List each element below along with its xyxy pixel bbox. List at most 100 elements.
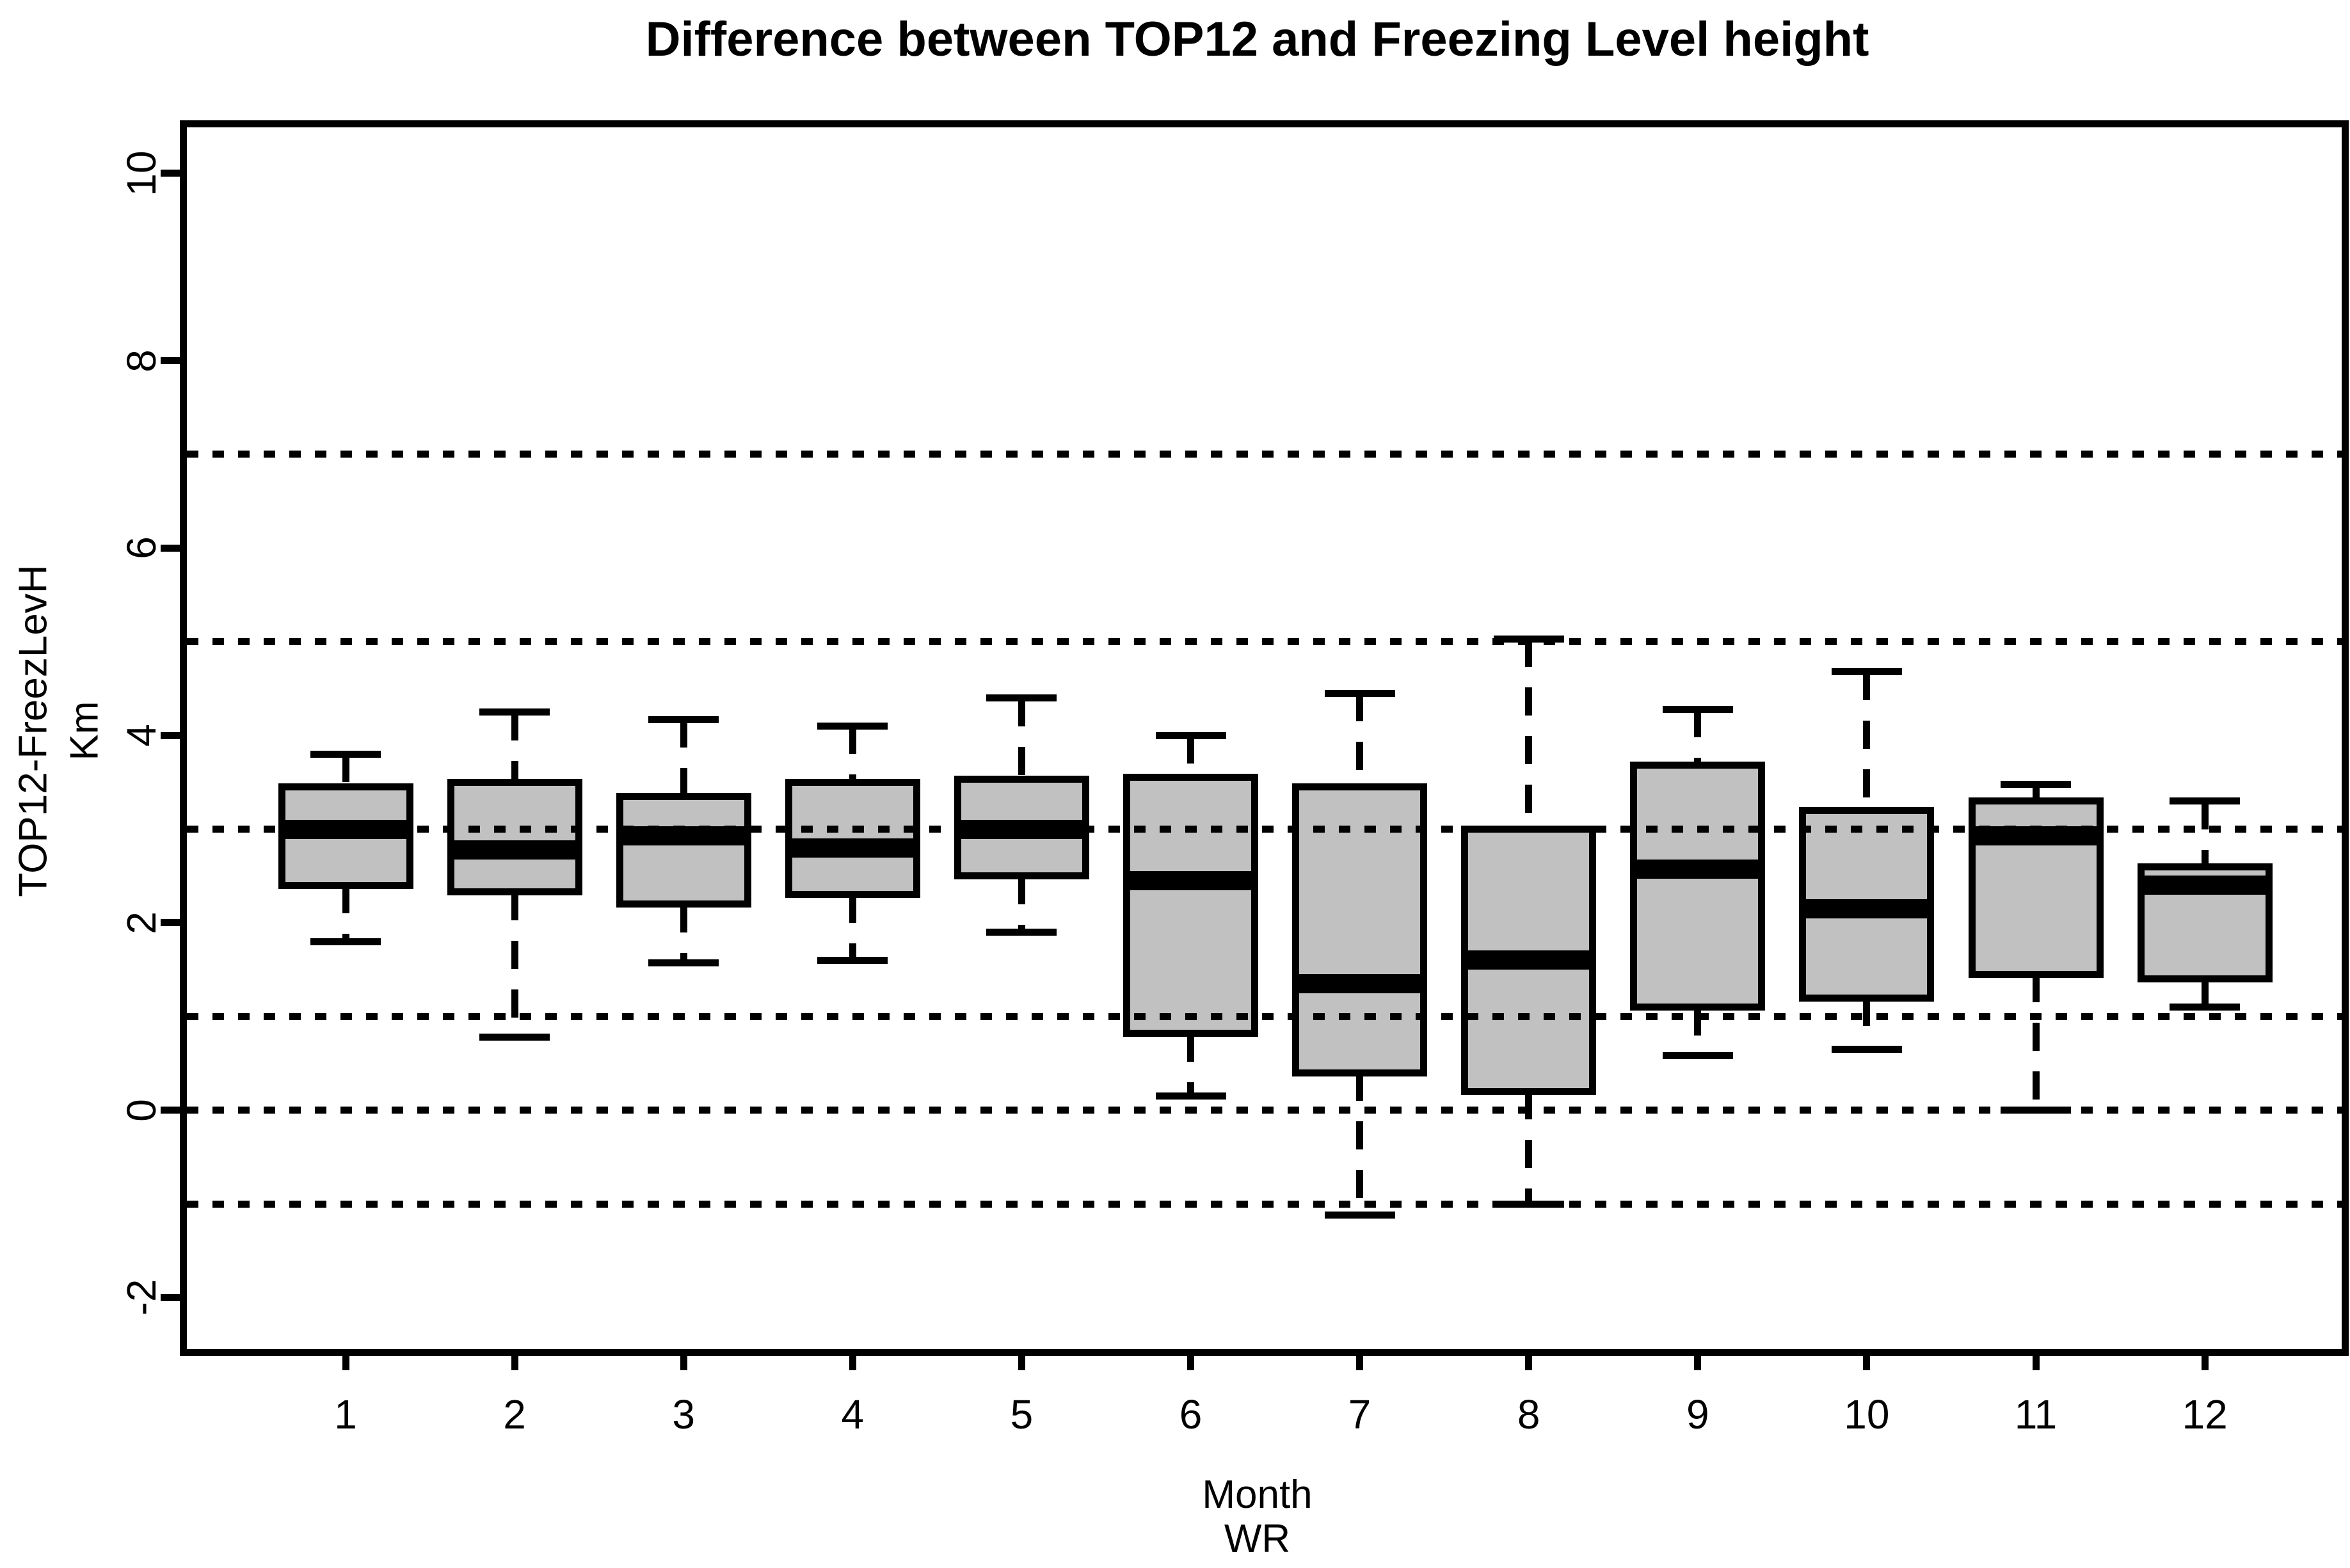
whisker-cap-top-month-11 bbox=[2001, 780, 2071, 788]
whisker-cap-bottom-month-5 bbox=[986, 929, 1057, 936]
x-axis-subtitle: WR bbox=[1224, 1517, 1291, 1561]
whisker-lower-month-1 bbox=[342, 885, 349, 942]
x-tick-11 bbox=[2032, 1349, 2040, 1370]
whisker-lower-month-2 bbox=[511, 892, 518, 1037]
y-axis-title-line1: TOP12-FreezLevH bbox=[11, 564, 56, 897]
y-tick-label-8: 8 bbox=[118, 349, 164, 372]
whisker-cap-bottom-month-1 bbox=[310, 938, 381, 945]
whisker-upper-month-5 bbox=[1018, 698, 1025, 780]
whisker-lower-month-7 bbox=[1356, 1073, 1364, 1215]
whisker-upper-month-4 bbox=[849, 726, 856, 783]
x-tick-3 bbox=[680, 1349, 687, 1370]
whisker-cap-bottom-month-6 bbox=[1155, 1092, 1226, 1100]
x-tick-7 bbox=[1356, 1349, 1364, 1370]
y-tick-label-6: 6 bbox=[118, 536, 164, 560]
y-tick-2 bbox=[161, 919, 184, 927]
gridline-y-7 bbox=[187, 451, 2342, 458]
whisker-lower-month-3 bbox=[680, 904, 687, 963]
x-tick-2 bbox=[511, 1349, 518, 1370]
median-month-9 bbox=[1630, 860, 1766, 879]
x-tick-label-2: 2 bbox=[503, 1391, 526, 1437]
whisker-cap-top-month-9 bbox=[1662, 705, 1733, 713]
x-tick-label-3: 3 bbox=[672, 1391, 695, 1437]
x-axis-title: Month bbox=[1202, 1473, 1313, 1517]
x-tick-1 bbox=[342, 1349, 349, 1370]
whisker-cap-bottom-month-12 bbox=[2170, 1004, 2241, 1011]
y-tick-4 bbox=[161, 732, 184, 739]
y-tick--2 bbox=[161, 1293, 184, 1301]
x-tick-label-11: 11 bbox=[2014, 1391, 2058, 1437]
whisker-cap-bottom-month-2 bbox=[479, 1034, 550, 1041]
y-tick-label-0: 0 bbox=[118, 1098, 164, 1122]
gridline-y-0 bbox=[187, 1107, 2342, 1114]
whisker-lower-month-5 bbox=[1018, 876, 1025, 932]
x-tick-12 bbox=[2201, 1349, 2209, 1370]
plot-area: -2 0 2 4 6 8 10 1 2 3 4 5 6 7 8 9 10 11 12 bbox=[118, 120, 2349, 1437]
box-month-2 bbox=[447, 778, 582, 896]
median-month-6 bbox=[1123, 871, 1258, 891]
y-tick-6 bbox=[161, 544, 184, 552]
whisker-lower-month-11 bbox=[2032, 974, 2040, 1110]
whisker-upper-month-7 bbox=[1356, 693, 1364, 787]
whisker-lower-month-6 bbox=[1187, 1033, 1194, 1096]
median-month-8 bbox=[1461, 950, 1597, 970]
whisker-upper-month-3 bbox=[680, 719, 687, 797]
y-tick-label-4: 4 bbox=[118, 724, 164, 747]
whisker-lower-month-12 bbox=[2201, 979, 2209, 1007]
whisker-upper-month-10 bbox=[1863, 671, 1871, 811]
whisker-upper-month-6 bbox=[1187, 735, 1194, 778]
x-tick-label-6: 6 bbox=[1179, 1391, 1203, 1437]
x-tick-label-4: 4 bbox=[841, 1391, 865, 1437]
whisker-cap-top-month-4 bbox=[817, 722, 888, 730]
whisker-upper-month-2 bbox=[511, 712, 518, 783]
whisker-upper-month-8 bbox=[1525, 639, 1533, 829]
median-month-7 bbox=[1292, 974, 1428, 994]
y-tick-label--2: -2 bbox=[118, 1279, 164, 1316]
whisker-lower-month-10 bbox=[1863, 998, 1871, 1050]
x-tick-6 bbox=[1187, 1349, 1194, 1370]
y-tick-8 bbox=[161, 357, 184, 365]
whisker-upper-month-9 bbox=[1694, 709, 1702, 765]
x-tick-label-8: 8 bbox=[1517, 1391, 1540, 1437]
x-tick-label-7: 7 bbox=[1348, 1391, 1371, 1437]
median-month-2 bbox=[447, 840, 582, 860]
x-tick-label-12: 12 bbox=[2182, 1391, 2228, 1437]
x-tick-8 bbox=[1525, 1349, 1533, 1370]
chart-title: Difference between TOP12 and Freezing Le… bbox=[645, 12, 1869, 67]
y-tick-10 bbox=[161, 170, 184, 177]
whisker-cap-bottom-month-10 bbox=[1831, 1046, 1902, 1053]
x-tick-4 bbox=[849, 1349, 856, 1370]
x-tick-label-9: 9 bbox=[1686, 1391, 1709, 1437]
whisker-cap-bottom-month-9 bbox=[1662, 1052, 1733, 1060]
whisker-cap-top-month-2 bbox=[479, 708, 550, 716]
whisker-cap-top-month-6 bbox=[1155, 732, 1226, 739]
x-tick-label-5: 5 bbox=[1010, 1391, 1034, 1437]
y-tick-0 bbox=[161, 1107, 184, 1114]
box-month-9 bbox=[1630, 762, 1766, 1011]
x-tick-label-10: 10 bbox=[1844, 1391, 1890, 1437]
x-tick-9 bbox=[1694, 1349, 1702, 1370]
whisker-cap-top-month-1 bbox=[310, 750, 381, 758]
whisker-cap-top-month-5 bbox=[986, 694, 1057, 702]
whisker-cap-bottom-month-4 bbox=[817, 956, 888, 964]
box-month-12 bbox=[2137, 863, 2273, 983]
whisker-cap-top-month-10 bbox=[1831, 668, 1902, 676]
x-tick-10 bbox=[1863, 1349, 1871, 1370]
gridline-y-3 bbox=[187, 826, 2342, 833]
whisker-cap-top-month-7 bbox=[1324, 689, 1395, 697]
x-tick-label-1: 1 bbox=[334, 1391, 357, 1437]
y-tick-label-10: 10 bbox=[118, 150, 164, 196]
box-month-6 bbox=[1123, 774, 1258, 1037]
whisker-lower-month-4 bbox=[849, 894, 856, 961]
whisker-upper-month-1 bbox=[342, 754, 349, 787]
box-month-11 bbox=[1968, 797, 2104, 978]
whisker-cap-bottom-month-7 bbox=[1324, 1212, 1395, 1219]
gridline-y--1 bbox=[187, 1200, 2342, 1208]
y-tick-label-2: 2 bbox=[118, 911, 164, 934]
whisker-cap-top-month-12 bbox=[2170, 797, 2241, 805]
box-month-3 bbox=[616, 792, 751, 908]
whisker-cap-top-month-3 bbox=[648, 716, 719, 723]
x-tick-5 bbox=[1018, 1349, 1025, 1370]
median-month-12 bbox=[2137, 876, 2273, 895]
